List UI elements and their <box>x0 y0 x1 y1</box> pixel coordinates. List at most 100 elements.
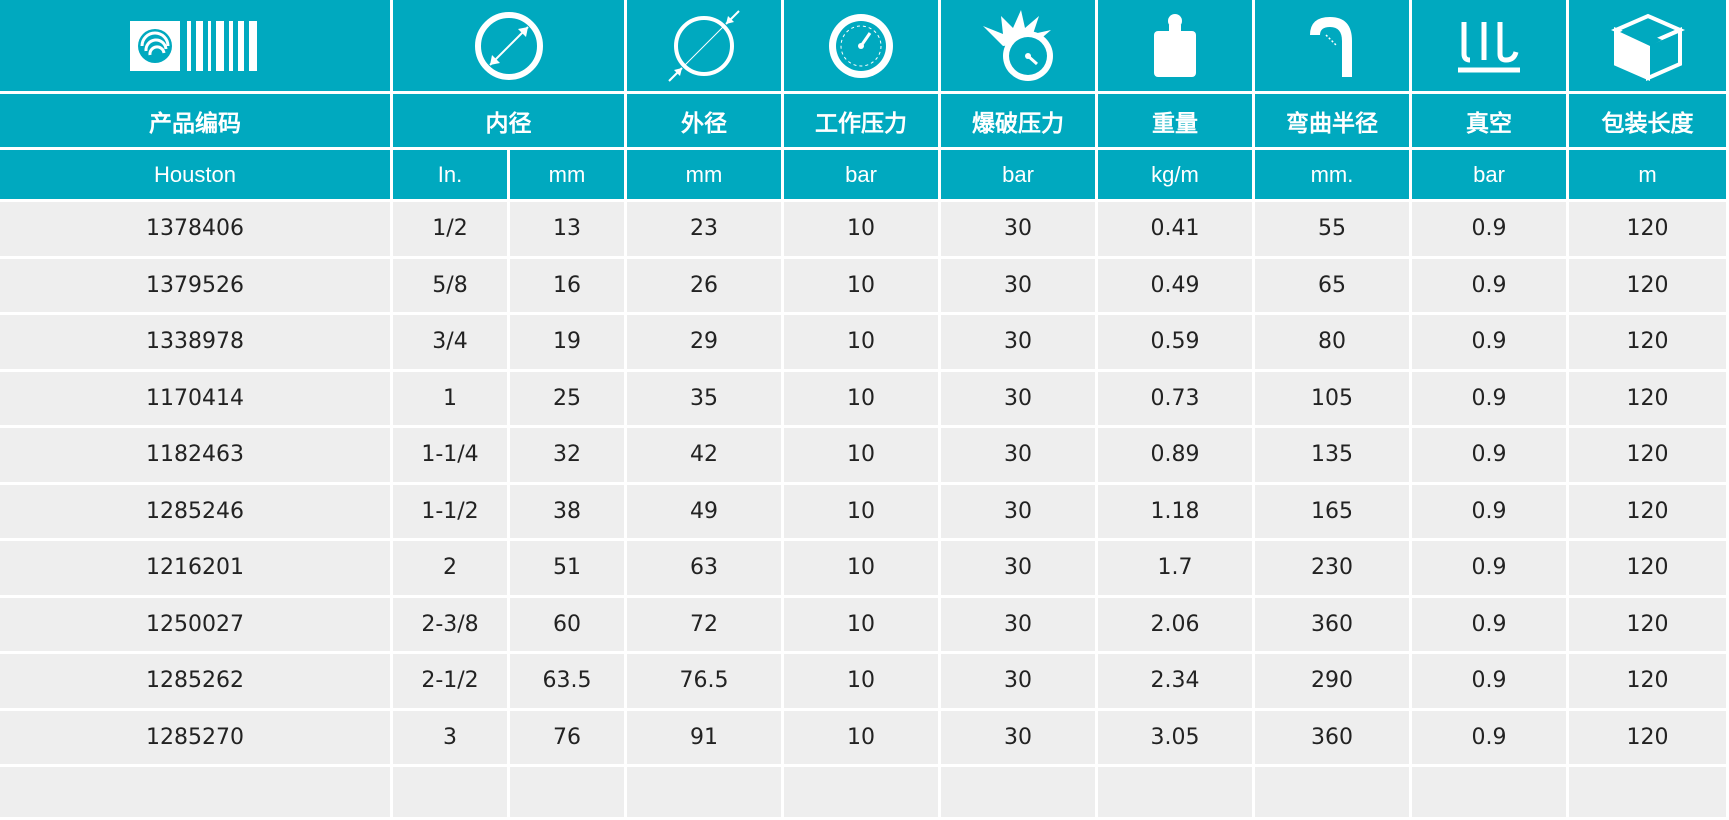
unit-inner-mm: mm <box>510 150 627 202</box>
cell-vacuum-row-10: 0.9 <box>1412 710 1569 767</box>
cell-outer-diameter-row-9: 76.5 <box>627 654 784 711</box>
cell-package-length-row-7: 120 <box>1569 541 1726 598</box>
cell-weight-row-3: 0.59 <box>1098 315 1255 372</box>
cell-outer-diameter-row-1: 23 <box>627 202 784 259</box>
empty-cell <box>1412 767 1569 820</box>
cell-product-code-row-3: 1338978 <box>0 315 393 372</box>
pressure-gauge-icon <box>784 0 941 94</box>
cell-product-code-row-6: 1285246 <box>0 484 393 541</box>
logo-barcode-icon <box>0 0 393 94</box>
cell-bend-radius-row-4: 105 <box>1255 371 1412 428</box>
cell-inner-inch-row-10: 3 <box>393 710 510 767</box>
empty-cell <box>510 767 627 820</box>
unit-outer-diameter: mm <box>627 150 784 202</box>
cell-bend-radius-row-8: 360 <box>1255 597 1412 654</box>
cell-inner-inch-row-7: 2 <box>393 541 510 598</box>
cell-vacuum-row-7: 0.9 <box>1412 541 1569 598</box>
cell-working-pressure-row-2: 10 <box>784 258 941 315</box>
unit-package-length: m <box>1569 150 1726 202</box>
bend-radius-icon <box>1255 0 1412 94</box>
cell-burst-pressure-row-6: 30 <box>941 484 1098 541</box>
cell-inner-inch-row-2: 5/8 <box>393 258 510 315</box>
cell-product-code-row-9: 1285262 <box>0 654 393 711</box>
cell-weight-row-2: 0.49 <box>1098 258 1255 315</box>
cell-inner-mm-row-2: 16 <box>510 258 627 315</box>
header-package-length: 包装长度 <box>1569 94 1726 150</box>
cell-inner-mm-row-9: 63.5 <box>510 654 627 711</box>
cell-bend-radius-row-7: 230 <box>1255 541 1412 598</box>
cell-vacuum-row-9: 0.9 <box>1412 654 1569 711</box>
cell-inner-mm-row-1: 13 <box>510 202 627 259</box>
cell-inner-mm-row-6: 38 <box>510 484 627 541</box>
cell-weight-row-6: 1.18 <box>1098 484 1255 541</box>
cell-weight-row-1: 0.41 <box>1098 202 1255 259</box>
cell-product-code-row-7: 1216201 <box>0 541 393 598</box>
cell-vacuum-row-3: 0.9 <box>1412 315 1569 372</box>
cell-product-code-row-10: 1285270 <box>0 710 393 767</box>
cell-package-length-row-10: 120 <box>1569 710 1726 767</box>
cell-product-code-row-4: 1170414 <box>0 371 393 428</box>
cell-burst-pressure-row-2: 30 <box>941 258 1098 315</box>
cell-package-length-row-2: 120 <box>1569 258 1726 315</box>
cell-outer-diameter-row-5: 42 <box>627 428 784 485</box>
empty-cell <box>1255 767 1412 820</box>
cell-vacuum-row-1: 0.9 <box>1412 202 1569 259</box>
unit-bend-radius: mm. <box>1255 150 1412 202</box>
cell-burst-pressure-row-7: 30 <box>941 541 1098 598</box>
cell-burst-pressure-row-5: 30 <box>941 428 1098 485</box>
cell-bend-radius-row-1: 55 <box>1255 202 1412 259</box>
empty-cell <box>941 767 1098 820</box>
empty-cell <box>627 767 784 820</box>
package-box-icon <box>1569 0 1726 94</box>
cell-inner-mm-row-8: 60 <box>510 597 627 654</box>
outer-diameter-icon <box>627 0 784 94</box>
cell-inner-mm-row-5: 32 <box>510 428 627 485</box>
cell-working-pressure-row-10: 10 <box>784 710 941 767</box>
cell-bend-radius-row-3: 80 <box>1255 315 1412 372</box>
cell-bend-radius-row-10: 360 <box>1255 710 1412 767</box>
cell-vacuum-row-4: 0.9 <box>1412 371 1569 428</box>
burst-pressure-icon <box>941 0 1098 94</box>
cell-inner-inch-row-8: 2-3/8 <box>393 597 510 654</box>
cell-weight-row-5: 0.89 <box>1098 428 1255 485</box>
cell-package-length-row-8: 120 <box>1569 597 1726 654</box>
cell-working-pressure-row-3: 10 <box>784 315 941 372</box>
cell-vacuum-row-6: 0.9 <box>1412 484 1569 541</box>
cell-outer-diameter-row-10: 91 <box>627 710 784 767</box>
cell-product-code-row-8: 1250027 <box>0 597 393 654</box>
header-bend-radius: 弯曲半径 <box>1255 94 1412 150</box>
weight-icon <box>1098 0 1255 94</box>
header-inner-diameter: 内径 <box>393 94 627 150</box>
cell-package-length-row-1: 120 <box>1569 202 1726 259</box>
empty-cell <box>1098 767 1255 820</box>
cell-outer-diameter-row-3: 29 <box>627 315 784 372</box>
cell-inner-inch-row-1: 1/2 <box>393 202 510 259</box>
cell-weight-row-9: 2.34 <box>1098 654 1255 711</box>
header-product-code: 产品编码 <box>0 94 393 150</box>
cell-weight-row-4: 0.73 <box>1098 371 1255 428</box>
cell-working-pressure-row-8: 10 <box>784 597 941 654</box>
cell-outer-diameter-row-6: 49 <box>627 484 784 541</box>
header-outer-diameter: 外径 <box>627 94 784 150</box>
header-weight: 重量 <box>1098 94 1255 150</box>
header-working-pressure: 工作压力 <box>784 94 941 150</box>
cell-inner-mm-row-7: 51 <box>510 541 627 598</box>
cell-working-pressure-row-5: 10 <box>784 428 941 485</box>
cell-burst-pressure-row-8: 30 <box>941 597 1098 654</box>
cell-package-length-row-9: 120 <box>1569 654 1726 711</box>
empty-cell <box>0 767 393 820</box>
empty-cell <box>1569 767 1726 820</box>
inner-diameter-icon <box>393 0 627 94</box>
cell-inner-mm-row-10: 76 <box>510 710 627 767</box>
cell-inner-inch-row-6: 1-1/2 <box>393 484 510 541</box>
unit-vacuum: bar <box>1412 150 1569 202</box>
cell-vacuum-row-5: 0.9 <box>1412 428 1569 485</box>
cell-outer-diameter-row-8: 72 <box>627 597 784 654</box>
header-burst-pressure: 爆破压力 <box>941 94 1098 150</box>
cell-weight-row-7: 1.7 <box>1098 541 1255 598</box>
unit-working-pressure: bar <box>784 150 941 202</box>
unit-inner-inch: In. <box>393 150 510 202</box>
cell-burst-pressure-row-3: 30 <box>941 315 1098 372</box>
vacuum-icon <box>1412 0 1569 94</box>
cell-working-pressure-row-4: 10 <box>784 371 941 428</box>
